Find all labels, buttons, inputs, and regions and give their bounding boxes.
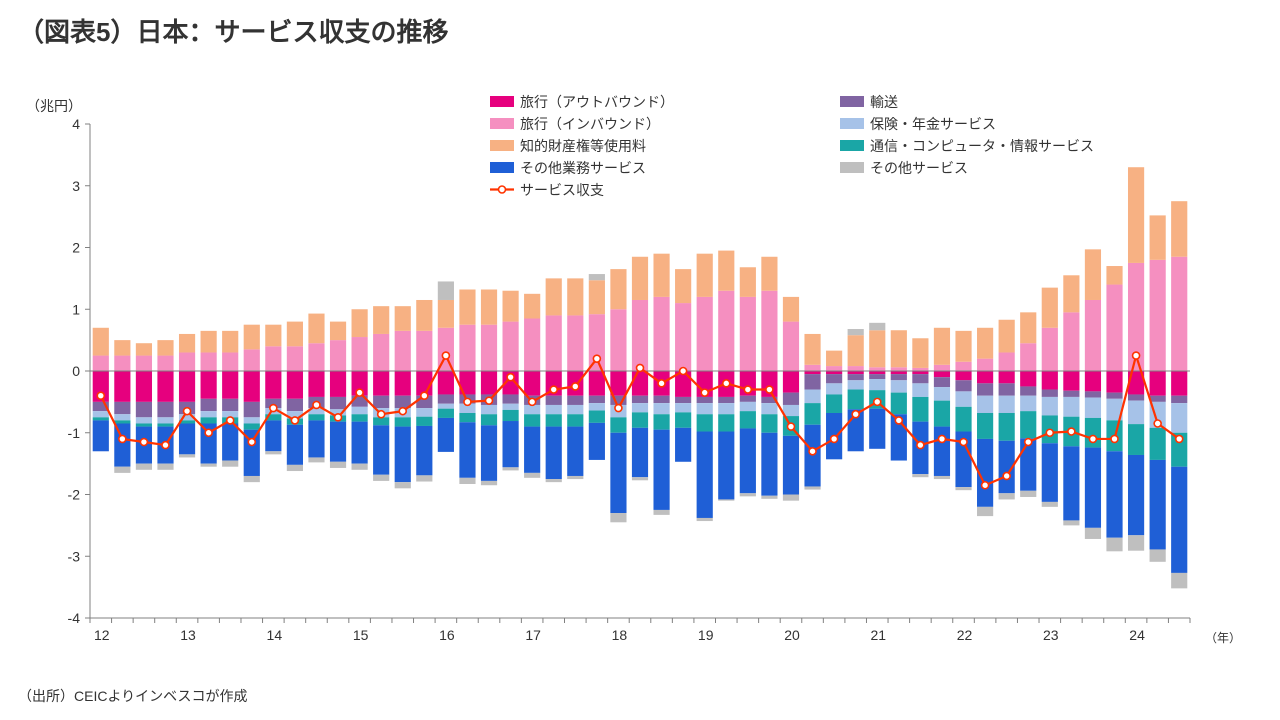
svg-text:-4: -4: [68, 610, 81, 626]
svg-text:旅行（アウトバウンド）: 旅行（アウトバウンド）: [520, 94, 674, 110]
svg-text:17: 17: [525, 627, 541, 643]
svg-text:-1: -1: [68, 425, 81, 441]
svg-text:知的財産権等使用料: 知的財産権等使用料: [520, 138, 646, 154]
svg-text:-3: -3: [68, 548, 81, 564]
svg-text:サービス収支: サービス収支: [520, 182, 604, 198]
svg-text:16: 16: [439, 627, 455, 643]
svg-text:22: 22: [957, 627, 973, 643]
legend: 旅行（アウトバウンド） 旅行（インバウンド） 知的財産権等使用料その他業務サービスサ…: [490, 94, 1094, 198]
svg-text:輸送: 輸送: [870, 94, 898, 110]
svg-text:13: 13: [180, 627, 196, 643]
svg-text:15: 15: [353, 627, 369, 643]
svg-text:20: 20: [784, 627, 800, 643]
bars: [93, 167, 1188, 588]
svg-text:その他サービス: その他サービス: [870, 160, 968, 176]
svg-text:旅行（インバウンド）: 旅行（インバウンド）: [520, 116, 660, 132]
svg-text:1: 1: [72, 301, 80, 317]
svg-text:その他業務サービス: その他業務サービス: [520, 160, 646, 176]
svg-text:3: 3: [72, 178, 80, 194]
svg-text:14: 14: [267, 627, 283, 643]
svg-text:18: 18: [612, 627, 628, 643]
svg-text:24: 24: [1129, 627, 1145, 643]
svg-text:-2: -2: [68, 487, 81, 503]
svg-text:通信・コンピュータ・情報サービス: 通信・コンピュータ・情報サービス: [870, 138, 1094, 154]
svg-text:12: 12: [94, 627, 110, 643]
svg-text:2: 2: [72, 240, 80, 256]
svg-text:21: 21: [870, 627, 886, 643]
svg-text:4: 4: [72, 116, 80, 132]
svg-text:保険・年金サービス: 保険・年金サービス: [870, 116, 996, 132]
svg-text:0: 0: [72, 363, 80, 379]
svg-text:23: 23: [1043, 627, 1059, 643]
svg-text:19: 19: [698, 627, 714, 643]
services-balance-chart: -4-3-2-10123412131415161718192021222324旅…: [0, 0, 1280, 720]
